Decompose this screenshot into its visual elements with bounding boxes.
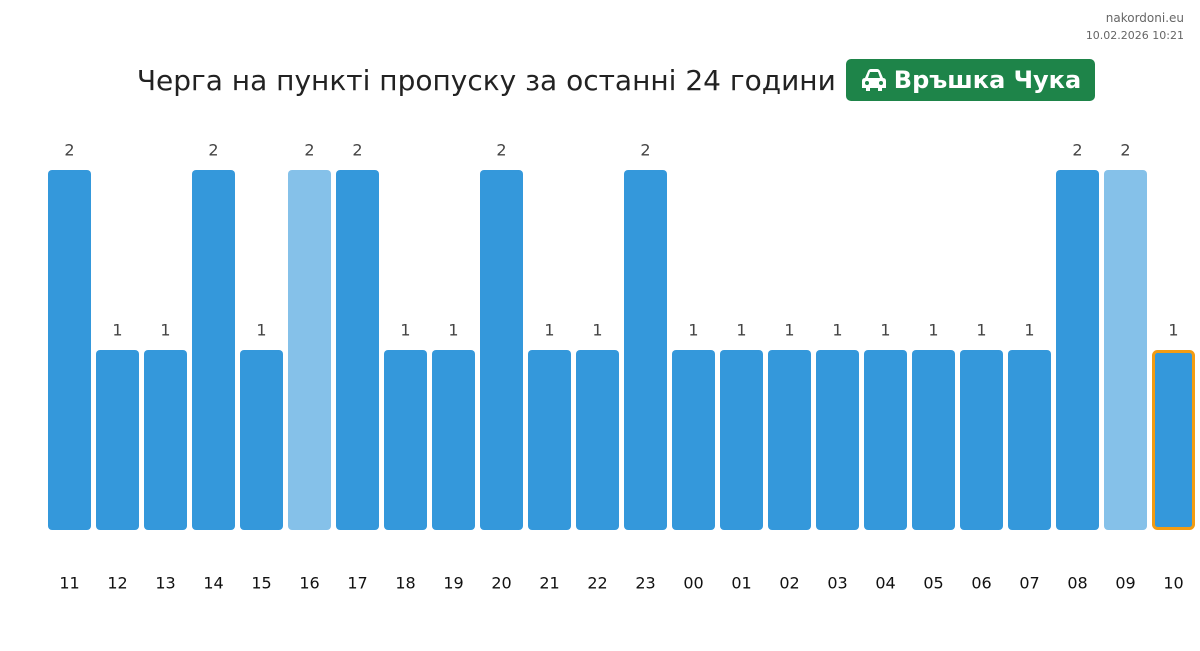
- x-tick-label: 23: [635, 574, 655, 593]
- timestamp: 10.02.2026 10:21: [1085, 29, 1184, 42]
- bar: [240, 350, 283, 530]
- x-tick-label: 03: [827, 574, 847, 593]
- value-label: 1: [976, 321, 986, 340]
- car-icon: [861, 69, 886, 91]
- bar: [48, 170, 91, 530]
- x-tick-label: 17: [347, 574, 367, 593]
- value-label: 1: [736, 321, 746, 340]
- bar: [624, 170, 667, 530]
- value-label: 1: [832, 321, 842, 340]
- bar: [192, 170, 235, 530]
- x-tick-label: 06: [971, 574, 991, 593]
- bar: [576, 350, 619, 530]
- x-tick-label: 21: [539, 574, 559, 593]
- value-label: 1: [880, 321, 890, 340]
- value-label: 1: [928, 321, 938, 340]
- x-tick-label: 04: [875, 574, 895, 593]
- value-label: 1: [592, 321, 602, 340]
- value-label: 2: [496, 141, 506, 160]
- value-label: 1: [688, 321, 698, 340]
- value-label: 2: [304, 141, 314, 160]
- bar: [864, 350, 907, 530]
- value-label: 1: [256, 321, 266, 340]
- value-label: 2: [1072, 141, 1082, 160]
- x-tick-label: 19: [443, 574, 463, 593]
- value-label: 2: [352, 141, 362, 160]
- bar: [720, 350, 763, 530]
- x-tick-label: 15: [251, 574, 271, 593]
- bar: [1152, 350, 1195, 530]
- value-label: 1: [544, 321, 554, 340]
- bar: [432, 350, 475, 530]
- x-tick-label: 01: [731, 574, 751, 593]
- value-label: 1: [448, 321, 458, 340]
- bar: [384, 350, 427, 530]
- value-label: 1: [112, 321, 122, 340]
- value-label: 1: [160, 321, 170, 340]
- value-label: 1: [1024, 321, 1034, 340]
- bar: [960, 350, 1003, 530]
- bar: [1104, 170, 1147, 530]
- meta: nakordoni.eu 10.02.2026 10:21: [1086, 10, 1184, 44]
- value-label: 2: [208, 141, 218, 160]
- header: Черга на пункті пропуску за останні 24 г…: [0, 59, 1200, 101]
- x-tick-label: 20: [491, 574, 511, 593]
- x-tick-label: 18: [395, 574, 415, 593]
- x-tick-label: 11: [59, 574, 79, 593]
- bar: [336, 170, 379, 530]
- bar: [1056, 170, 1099, 530]
- source: nakordoni.eu: [1105, 11, 1184, 25]
- x-tick-label: 10: [1163, 574, 1183, 593]
- x-tick-label: 08: [1067, 574, 1087, 593]
- x-tick-label: 12: [107, 574, 127, 593]
- value-label: 2: [640, 141, 650, 160]
- badge-text: Връшка Чука: [893, 66, 1082, 94]
- bar: [816, 350, 859, 530]
- x-tick-label: 16: [299, 574, 319, 593]
- bar: [288, 170, 331, 530]
- value-label: 1: [400, 321, 410, 340]
- bar: [528, 350, 571, 530]
- x-tick-label: 07: [1019, 574, 1039, 593]
- bar: [912, 350, 955, 530]
- x-tick-label: 14: [203, 574, 223, 593]
- value-label: 1: [1168, 321, 1178, 340]
- bar: [672, 350, 715, 530]
- x-tick-label: 00: [683, 574, 703, 593]
- bar: [96, 350, 139, 530]
- badge: Връшка Чука: [845, 59, 1096, 101]
- x-tick-label: 05: [923, 574, 943, 593]
- x-tick-label: 02: [779, 574, 799, 593]
- x-tick-label: 13: [155, 574, 175, 593]
- value-label: 2: [64, 141, 74, 160]
- bar: [144, 350, 187, 530]
- bar: [480, 170, 523, 530]
- x-tick-label: 22: [587, 574, 607, 593]
- value-label: 2: [1120, 141, 1130, 160]
- chart-title: Черга на пункті пропуску за останні 24 г…: [136, 63, 836, 97]
- x-tick-label: 09: [1115, 574, 1135, 593]
- value-label: 1: [784, 321, 794, 340]
- bar: [1008, 350, 1051, 530]
- bar: [768, 350, 811, 530]
